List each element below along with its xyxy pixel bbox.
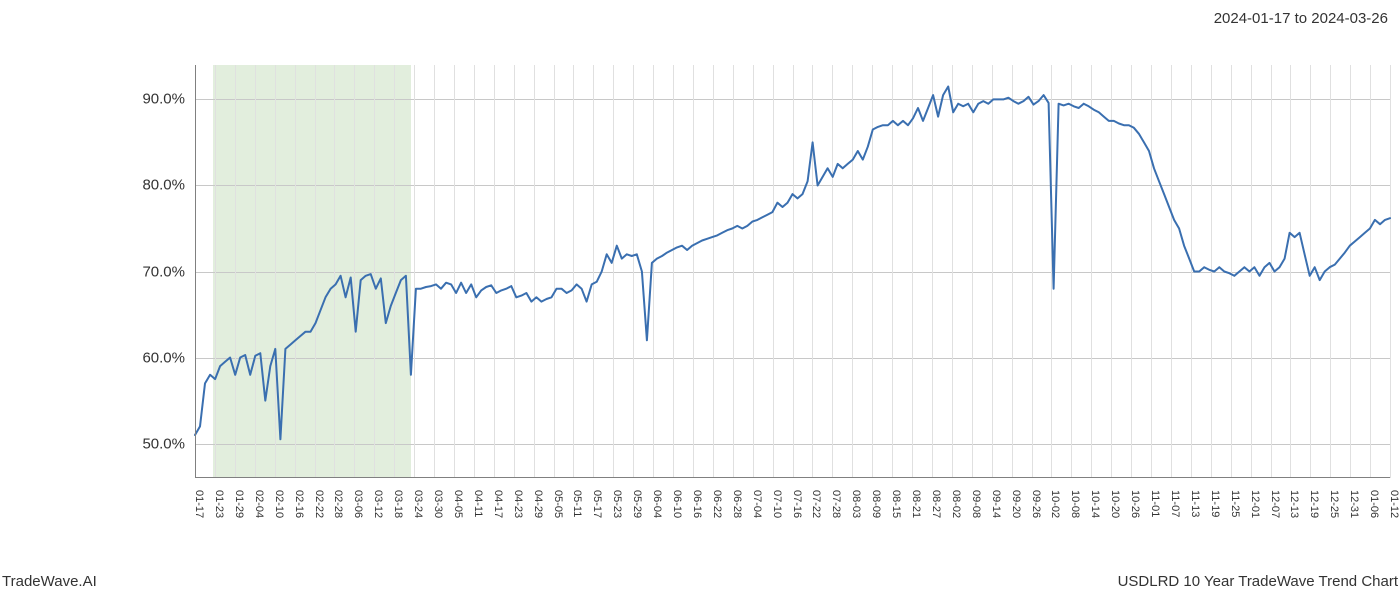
- x-tick-label: 08-02: [950, 490, 962, 518]
- x-tick-label: 02-10: [273, 490, 285, 518]
- x-tick-label: 05-23: [611, 490, 623, 518]
- footer-chart-title: USDLRD 10 Year TradeWave Trend Chart: [1118, 573, 1398, 590]
- x-tick-label: 07-22: [810, 490, 822, 518]
- y-tick-label: 80.0%: [85, 177, 185, 194]
- x-tick-label: 06-22: [711, 490, 723, 518]
- x-tick-label: 06-28: [731, 490, 743, 518]
- x-tick-label: 01-12: [1388, 490, 1400, 518]
- x-tick-label: 12-19: [1308, 490, 1320, 518]
- x-tick-label: 07-16: [791, 490, 803, 518]
- y-tick-label: 70.0%: [85, 263, 185, 280]
- x-tick-label: 07-28: [830, 490, 842, 518]
- x-tick-label: 02-28: [332, 490, 344, 518]
- x-tick-label: 11-07: [1169, 490, 1181, 517]
- x-tick-label: 09-20: [1010, 490, 1022, 518]
- x-tick-label: 10-02: [1049, 490, 1061, 518]
- x-tick-label: 04-29: [532, 490, 544, 518]
- x-tick-label: 04-17: [492, 490, 504, 518]
- y-tick-label: 50.0%: [85, 435, 185, 452]
- axis-spine-bottom: [195, 477, 1390, 478]
- x-tick-label: 11-01: [1149, 490, 1161, 517]
- x-tick-label: 12-13: [1288, 490, 1300, 518]
- axis-spine-left: [195, 65, 196, 478]
- x-tick-label: 10-20: [1109, 490, 1121, 518]
- x-tick-label: 06-16: [691, 490, 703, 518]
- x-tick-label: 01-29: [233, 490, 245, 518]
- x-tick-label: 08-03: [850, 490, 862, 518]
- x-tick-label: 12-01: [1249, 490, 1261, 518]
- x-tick-label: 03-06: [352, 490, 364, 518]
- x-tick-label: 03-18: [392, 490, 404, 518]
- x-tick-label: 05-17: [591, 490, 603, 518]
- x-tick-label: 02-22: [313, 490, 325, 518]
- line-series: [195, 65, 1390, 478]
- y-tick-label: 90.0%: [85, 91, 185, 108]
- x-tick-label: 11-13: [1189, 490, 1201, 517]
- x-tick-label: 01-06: [1368, 490, 1380, 518]
- x-tick-label: 08-27: [930, 490, 942, 518]
- x-tick-label: 05-05: [552, 490, 564, 518]
- x-tick-label: 11-25: [1229, 490, 1241, 517]
- x-tick-label: 02-04: [253, 490, 265, 518]
- x-tick-label: 08-09: [870, 490, 882, 518]
- x-tick-label: 04-05: [452, 490, 464, 518]
- footer-brand: TradeWave.AI: [2, 573, 97, 590]
- x-tick-label: 12-25: [1328, 490, 1340, 518]
- x-tick-label: 05-29: [631, 490, 643, 518]
- x-tick-label: 03-30: [432, 490, 444, 518]
- chart-plot-area: [195, 65, 1390, 478]
- y-tick-label: 60.0%: [85, 349, 185, 366]
- x-tick-label: 08-21: [910, 490, 922, 518]
- x-tick-label: 09-26: [1030, 490, 1042, 518]
- x-tick-label: 07-10: [771, 490, 783, 518]
- x-tick-label: 09-08: [970, 490, 982, 518]
- x-tick-label: 04-23: [512, 490, 524, 518]
- x-tick-label: 09-14: [990, 490, 1002, 518]
- x-tick-label: 06-04: [651, 490, 663, 518]
- x-tick-label: 10-14: [1089, 490, 1101, 518]
- x-tick-label: 05-11: [571, 490, 583, 517]
- x-tick-label: 08-15: [890, 490, 902, 518]
- x-tick-label: 12-07: [1269, 490, 1281, 518]
- x-tick-label: 01-23: [213, 490, 225, 518]
- x-gridline: [1390, 65, 1391, 478]
- x-tick-label: 03-12: [372, 490, 384, 518]
- x-tick-label: 02-16: [293, 490, 305, 518]
- x-tick-label: 12-31: [1348, 490, 1360, 518]
- x-tick-label: 01-17: [193, 490, 205, 518]
- x-tick-label: 10-08: [1069, 490, 1081, 518]
- x-tick-label: 03-24: [412, 490, 424, 518]
- x-tick-label: 04-11: [472, 490, 484, 517]
- x-tick-label: 06-10: [671, 490, 683, 518]
- x-tick-label: 10-26: [1129, 490, 1141, 518]
- x-tick-label: 11-19: [1209, 490, 1221, 517]
- x-tick-label: 07-04: [751, 490, 763, 518]
- date-range-label: 2024-01-17 to 2024-03-26: [1214, 10, 1388, 27]
